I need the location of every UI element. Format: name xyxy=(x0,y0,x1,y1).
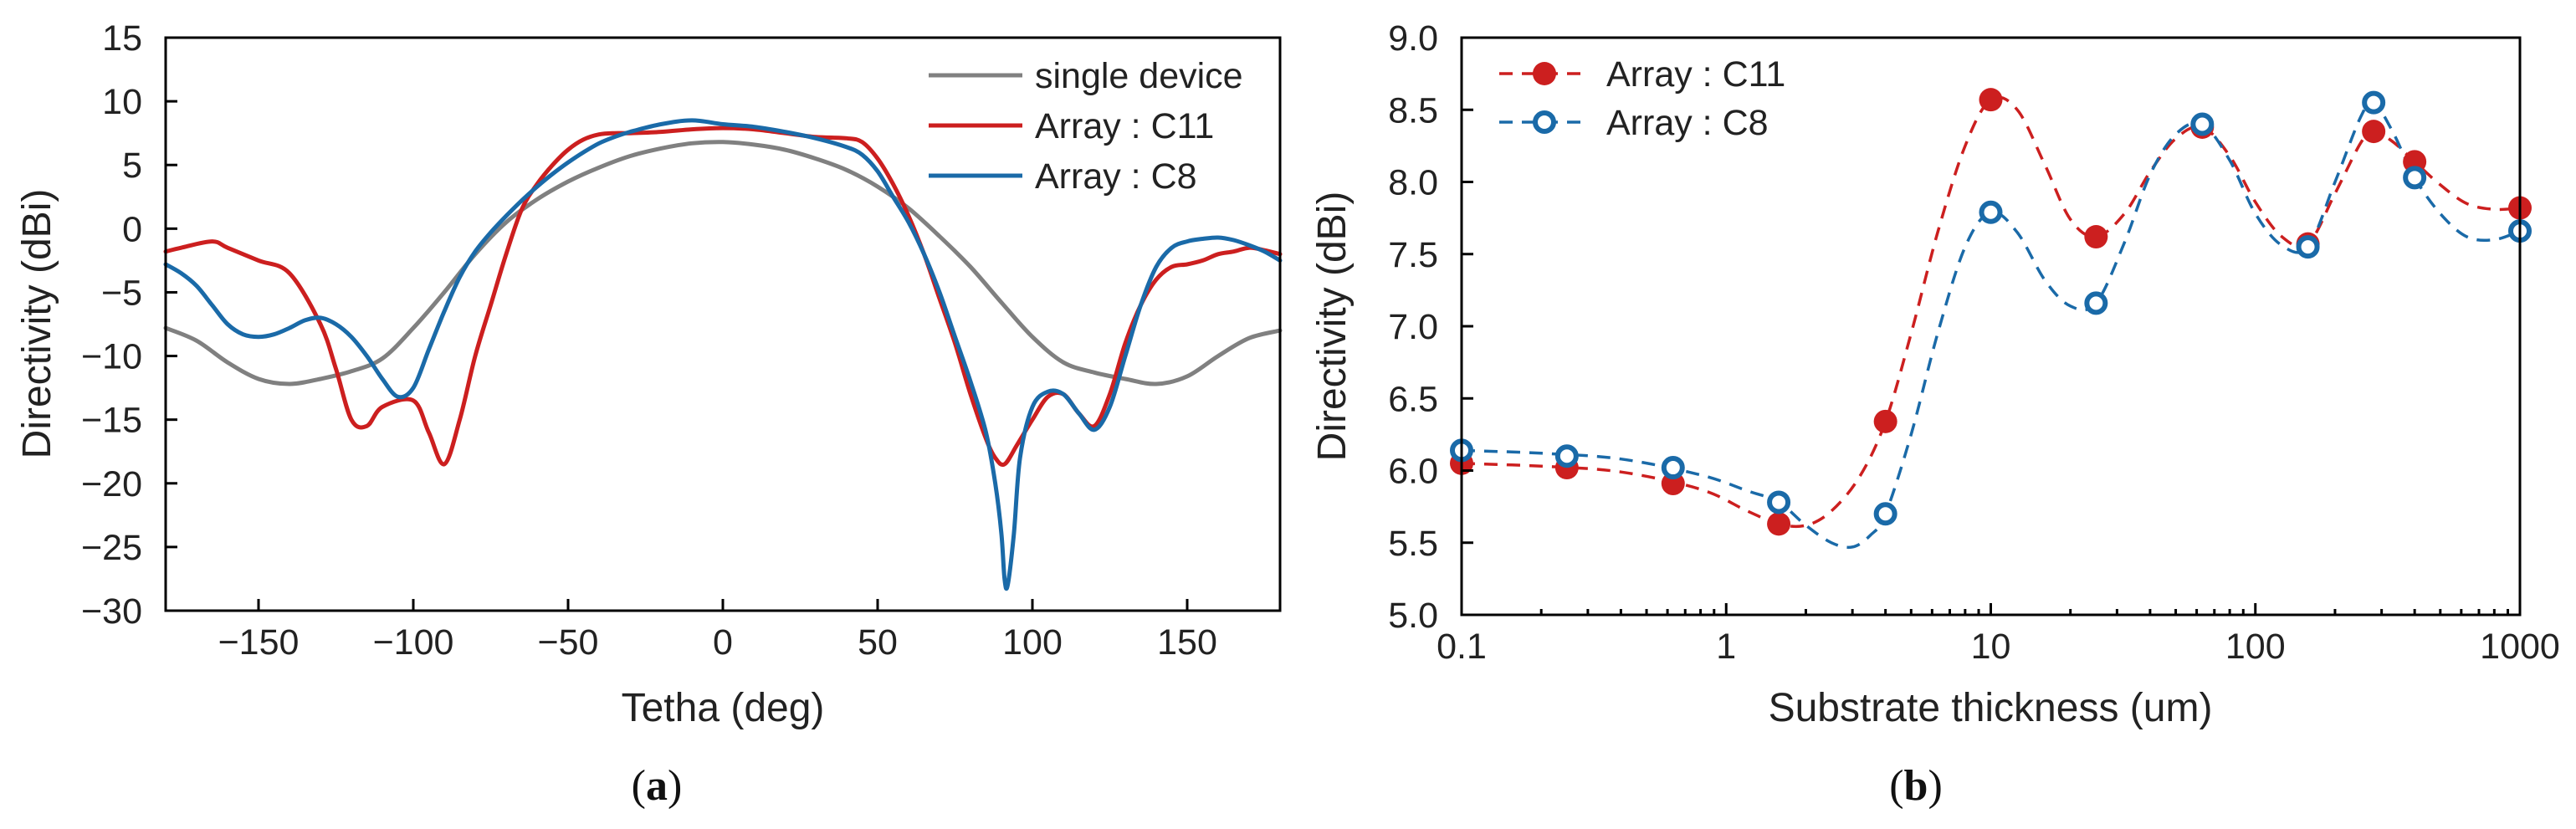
panel-b-y-axis-label: Directivity (dBi) xyxy=(1310,192,1355,462)
panel-b-y-tick-label: 8.5 xyxy=(1388,90,1438,130)
panel-a-legend-label-single-device: single device xyxy=(1035,56,1243,96)
panel-a-directivity-vs-angle: −150 −100 −50 0 50 100 150−30−25−20−15−10−5051… xyxy=(15,18,1283,810)
panel-a-y-tick-label: 10 xyxy=(102,82,142,122)
panel-a-y-axis-label: Directivity (dBi) xyxy=(15,189,59,459)
panel-b-point-array-c11 xyxy=(1979,88,2003,112)
panel-a-series-line-single-device xyxy=(163,140,1283,386)
panel-b-legend-label-array-c8: Array : C8 xyxy=(1606,103,1769,143)
panel-b-legend-label-array-c11: Array : C11 xyxy=(1606,54,1785,95)
panel-b-series-line-array-c8 xyxy=(1461,100,2521,550)
panel-a-x-tick-label: −50 xyxy=(538,622,599,663)
panel-a-y-tick-label: 5 xyxy=(122,146,142,186)
panel-a-y-tick-label: −10 xyxy=(81,337,142,377)
panel-b-x-tick-label: 0.1 xyxy=(1437,627,1487,667)
panel-b-point-array-c8 xyxy=(2084,291,2108,315)
panel-b-y-tick-label: 6.0 xyxy=(1388,452,1438,492)
panel-b-series-line-array-c11 xyxy=(1461,95,2521,529)
panel-a-y-tick-label: −20 xyxy=(81,464,142,504)
panel-a-legend-label-array-c11: Array : C11 xyxy=(1035,106,1214,146)
panel-a-x-axis-label: Tetha (deg) xyxy=(622,686,825,730)
panel-b-legend: Array : C11 Array : C8 xyxy=(1499,54,1785,143)
panel-b-x-tick-label: 10 xyxy=(1971,627,2011,667)
panel-b-caption-label: (b) xyxy=(1889,762,1943,810)
panel-a-legend: single device Array : C11 Array : C8 xyxy=(929,56,1243,197)
panel-b-point-array-c8 xyxy=(2403,166,2427,190)
panel-a-x-tick-label: −100 xyxy=(373,622,454,663)
panel-b-point-array-c8 xyxy=(1661,456,1685,480)
panel-b-y-tick-label: 8.0 xyxy=(1388,163,1438,203)
panel-b-legend-marker-array-c11 xyxy=(1533,62,1556,85)
panel-a-y-tick-label: 0 xyxy=(122,209,142,249)
panel-b-x-axis-label: Substrate thickness (um) xyxy=(1769,686,2213,730)
panel-b-y-tick-label: 7.5 xyxy=(1388,235,1438,275)
panel-a-x-tick-label: 150 xyxy=(1157,622,1217,663)
panel-b-y-tick-label: 7.0 xyxy=(1388,307,1438,347)
panel-a-ticks: −150 −100 −50 0 50 100 150−30−25−20−15−10−5051… xyxy=(81,18,1217,663)
panel-b-legend-marker-array-c8 xyxy=(1533,110,1556,134)
panel-a-y-tick-label: −30 xyxy=(81,591,142,632)
panel-a-x-tick-label: 50 xyxy=(858,622,898,663)
panel-a-series-line-array-c8 xyxy=(163,118,1283,591)
panel-b-point-array-c8 xyxy=(1767,490,1791,514)
panel-a-y-tick-label: −5 xyxy=(101,273,142,313)
panel-b-directivity-vs-thickness: 0.1 1 10 100 1000 5.0 5.5 6.0 6.5 7.0 7.5 8.0 8.5 9.0… xyxy=(1310,18,2560,810)
panel-b-point-array-c8 xyxy=(2296,235,2320,259)
panel-a-caption-label: (a) xyxy=(632,762,683,810)
panel-a-y-tick-label: −25 xyxy=(81,528,142,568)
panel-b-ticks: 0.1 1 10 100 1000 5.0 5.5 6.0 6.5 7.0 7.5 8.0 8.5 9.0 xyxy=(1388,18,2560,667)
panel-b-point-array-c8 xyxy=(1873,502,1897,526)
panel-b-point-array-c11 xyxy=(1873,409,1897,433)
panel-b-point-array-c8 xyxy=(1554,444,1579,468)
panel-a-legend-label-array-c8: Array : C8 xyxy=(1035,156,1197,197)
panel-b-point-array-c8 xyxy=(1979,200,2003,224)
panel-b-x-tick-label: 100 xyxy=(2225,627,2286,667)
panel-a-x-tick-label: 100 xyxy=(1002,622,1063,663)
panel-b-y-tick-label: 5.5 xyxy=(1388,524,1438,564)
panel-b-point-array-c8 xyxy=(2190,112,2215,136)
panel-b-point-array-c11 xyxy=(2084,225,2108,249)
panel-b-x-tick-label: 1 xyxy=(1716,627,1736,667)
panel-a-series-layer xyxy=(163,118,1283,591)
panel-a-y-tick-label: 15 xyxy=(102,18,142,59)
panel-b-x-tick-label: 1000 xyxy=(2480,627,2560,667)
panel-b-y-tick-label: 5.0 xyxy=(1388,596,1438,636)
panel-a-y-tick-label: −15 xyxy=(81,401,142,441)
panel-b-point-array-c11 xyxy=(2362,120,2386,144)
panel-a-x-tick-label: 0 xyxy=(713,622,733,663)
panel-b-y-tick-label: 6.5 xyxy=(1388,379,1438,419)
panel-b-y-tick-label: 9.0 xyxy=(1388,18,1438,59)
panel-b-series-layer xyxy=(1450,88,2532,550)
panel-a-x-tick-label: −150 xyxy=(218,622,300,663)
panel-b-point-array-c8 xyxy=(2362,90,2386,115)
panel-b-point-array-c11 xyxy=(1767,512,1791,536)
